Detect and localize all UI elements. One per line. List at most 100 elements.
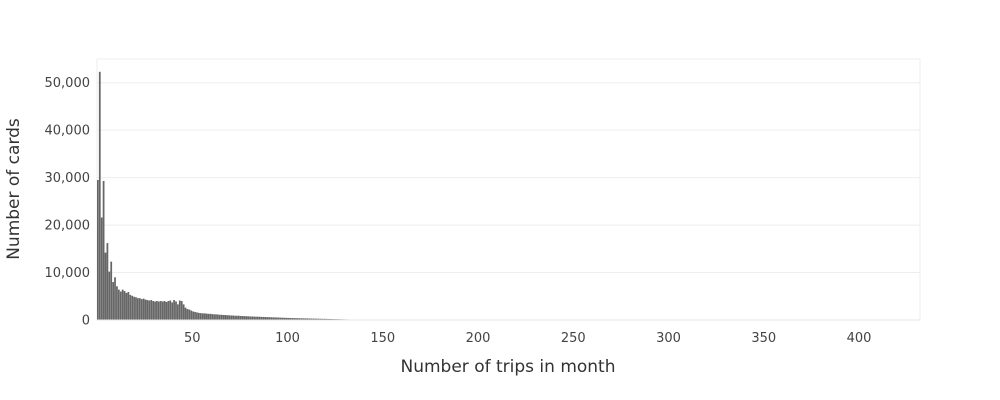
histogram-bar [230,315,233,320]
histogram-bar [232,315,235,320]
histogram-bar [180,301,183,320]
histogram-bar [255,316,257,320]
histogram-bar [218,314,221,320]
histogram-bar [106,243,109,320]
histogram-bar [257,316,259,320]
histogram-bar [100,217,103,320]
histogram-bar [243,316,246,320]
x-tick-label: 350 [751,331,776,346]
histogram-bar [148,300,151,320]
histogram-bar [291,318,294,320]
histogram-bar [184,307,187,320]
histogram-bar [177,304,179,320]
histogram-bar [209,313,212,320]
histogram-bar [237,315,240,320]
histogram-bar [150,300,153,320]
y-tick-label: 30,000 [45,171,91,186]
histogram-bar [312,318,315,320]
histogram-bar [197,312,200,320]
histogram-bar [110,261,113,320]
histogram-bar [317,318,320,320]
histogram-bar [325,318,328,320]
histogram-bar [129,294,132,320]
histogram-bar [277,317,280,320]
histogram-bar [241,315,244,320]
histogram-bar [175,301,177,320]
histogram-bar [266,317,269,320]
histogram-bar [196,312,198,320]
histogram-bar [167,301,170,320]
histogram-bar [249,316,252,320]
histogram-bar [247,316,250,320]
histogram-bar [270,317,273,320]
y-tick-label: 0 [82,314,90,329]
histogram-bar [169,300,172,320]
histogram-bar [116,286,118,320]
histogram-bar [274,317,276,320]
histogram-bar [173,300,175,320]
histogram-bar [163,301,166,320]
histogram-bar [123,291,126,320]
histogram-bar [310,318,313,320]
y-tick-label: 50,000 [45,76,91,91]
y-tick-label: 40,000 [45,124,91,139]
x-tick-label: 300 [656,331,681,346]
histogram-bar [203,313,206,320]
histogram-bar [207,313,210,320]
histogram-bar [300,318,303,320]
histogram-bar [201,313,204,320]
histogram-bar [297,318,299,320]
histogram-bar [264,317,267,320]
histogram-bar [260,316,263,320]
y-axis-ticks: 0 10,000 20,000 30,000 40,000 50,000 [45,76,91,328]
histogram-bar [251,316,254,320]
histogram-bar [258,316,261,320]
x-tick-label: 400 [847,331,872,346]
histogram-bar [171,302,174,320]
histogram-bar [156,301,158,320]
histogram-bar [272,317,275,320]
histogram-bar [308,318,311,320]
y-tick-label: 20,000 [45,219,91,234]
histogram-bar [245,316,248,320]
histogram-bar [323,318,326,320]
histogram-bar [283,317,286,320]
histogram-bar [188,309,191,320]
histogram-bar [316,318,318,320]
histogram-bar [298,318,301,320]
histogram-bar [159,301,162,320]
histogram-bar [178,300,181,320]
histogram-bars [97,71,383,320]
histogram-bar [289,318,292,320]
histogram-bar [276,317,278,320]
histogram-bar [137,298,139,320]
histogram-bar [131,295,134,320]
y-axis-title: Number of cards [4,118,24,260]
histogram-bar [138,298,141,320]
histogram-bar [152,301,155,320]
histogram-bar [98,71,101,320]
histogram-bar [211,314,214,320]
histogram-bar [125,292,128,320]
histogram-bar [104,252,107,320]
x-tick-label: 250 [561,331,586,346]
histogram-bar [306,318,309,320]
histogram-bar [302,318,305,320]
histogram-bar [142,298,145,320]
histogram-bar [121,289,124,320]
histogram-bar [112,282,114,320]
y-tick-label: 10,000 [45,266,91,281]
histogram-bar [295,318,297,320]
x-tick-label: 150 [370,331,395,346]
histogram-bar [224,315,227,320]
histogram-bar [319,318,322,320]
histogram-bar [262,316,265,320]
histogram-bar [192,311,195,320]
histogram-bar [146,300,149,320]
histogram-bar [133,296,135,320]
histogram-bar [321,318,324,320]
x-tick-label: 200 [466,331,491,346]
histogram-bar [194,311,196,320]
histogram-bar [190,310,193,320]
